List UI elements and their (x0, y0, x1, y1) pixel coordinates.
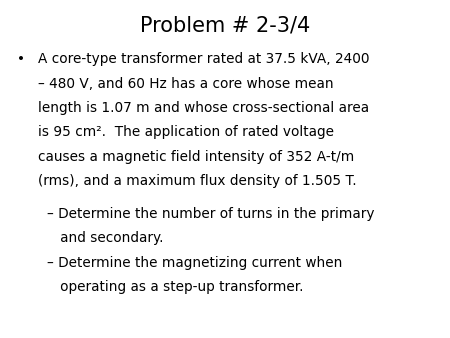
Text: – Determine the magnetizing current when: – Determine the magnetizing current when (47, 256, 342, 269)
Text: operating as a step-up transformer.: operating as a step-up transformer. (47, 280, 304, 294)
Text: (rms), and a maximum flux density of 1.505 T.: (rms), and a maximum flux density of 1.5… (38, 174, 357, 188)
Text: Problem # 2-3/4: Problem # 2-3/4 (140, 15, 310, 35)
Text: – 480 V, and 60 Hz has a core whose mean: – 480 V, and 60 Hz has a core whose mean (38, 77, 334, 91)
Text: and secondary.: and secondary. (47, 231, 164, 245)
Text: causes a magnetic field intensity of 352 A-t/m: causes a magnetic field intensity of 352… (38, 150, 355, 164)
Text: •: • (17, 52, 25, 66)
Text: – Determine the number of turns in the primary: – Determine the number of turns in the p… (47, 207, 375, 221)
Text: is 95 cm².  The application of rated voltage: is 95 cm². The application of rated volt… (38, 125, 334, 139)
Text: length is 1.07 m and whose cross-sectional area: length is 1.07 m and whose cross-section… (38, 101, 369, 115)
Text: A core-type transformer rated at 37.5 kVA, 2400: A core-type transformer rated at 37.5 kV… (38, 52, 370, 66)
